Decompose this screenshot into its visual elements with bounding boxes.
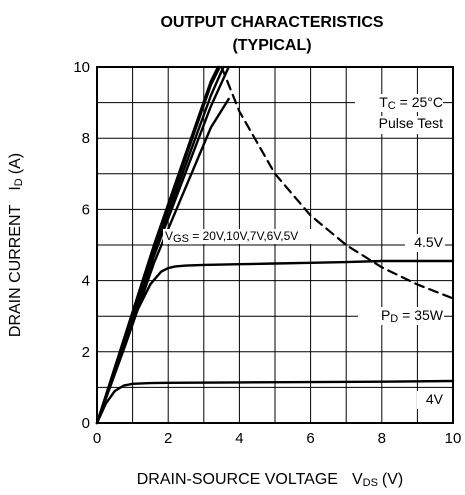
annotation-vgs-sub: GS <box>173 233 189 245</box>
x-tick-label: 4 <box>235 430 243 447</box>
chart-subtitle: (TYPICAL) <box>232 37 311 54</box>
x-axis-unit: (V) <box>382 471 403 488</box>
annotation-vgs: VGS = 20V,10V,7V,6V,5V <box>165 229 298 245</box>
y-tick-label: 8 <box>82 130 90 147</box>
x-tick-label: 10 <box>445 430 462 447</box>
ann-bg-pd <box>358 307 444 325</box>
y-tick-label: 10 <box>73 59 90 76</box>
x-axis-symbol: V <box>352 471 363 488</box>
series-line-4 <box>95 97 230 425</box>
ann-bg-tc <box>355 94 443 112</box>
annotation-vgs-rest: = 20V,10V,7V,6V,5V <box>189 229 298 243</box>
y-tick-label: 4 <box>82 273 90 290</box>
ann-bg-4v <box>417 391 445 409</box>
series-line-6 <box>95 379 455 425</box>
plot-frame <box>96 66 454 424</box>
x-tick-label: 0 <box>93 430 101 447</box>
series-line-7 <box>220 65 455 300</box>
y-axis-label: DRAIN CURRENT ID (A) <box>7 153 25 337</box>
annotation-tc-sub: C <box>388 100 396 112</box>
annotation-pd-rest: = 35W <box>398 307 444 323</box>
y-axis-unit: (A) <box>7 153 24 174</box>
chart-title: OUTPUT CHARACTERISTICS <box>160 14 383 31</box>
ann-bg-45 <box>405 234 445 252</box>
annotation-pd-main: P <box>381 307 390 323</box>
x-axis-label: DRAIN-SOURCE VOLTAGE VDS (V) <box>137 471 404 489</box>
y-axis-symbol: I <box>7 186 24 190</box>
annotation-tc-rest: = 25°C <box>396 94 443 110</box>
annotations: TC = 25°C Pulse Test VGS = 20V,10V,7V,6V… <box>165 94 444 407</box>
x-axis-label-name: DRAIN-SOURCE VOLTAGE <box>137 471 338 488</box>
y-tick-label: 6 <box>82 201 90 218</box>
y-axis-label-name: DRAIN CURRENT <box>7 204 24 337</box>
series-group <box>95 65 455 425</box>
y-tick-label: 0 <box>82 415 90 432</box>
grid <box>97 67 453 423</box>
annotation-tc-main: T <box>379 94 388 110</box>
annotation-pulse-test: Pulse Test <box>379 115 443 131</box>
x-tick-label: 6 <box>306 430 314 447</box>
series-line-5 <box>95 259 455 425</box>
annotation-4v: 4V <box>426 391 444 407</box>
ann-bg-vgs <box>163 229 313 244</box>
annotation-pd: PD = 35W <box>381 307 444 325</box>
annotation-4-5v: 4.5V <box>414 234 443 250</box>
ann-bg-pulse <box>355 116 443 134</box>
x-axis-symbol-sub: DS <box>363 477 378 489</box>
annotation-pd-sub: D <box>390 313 398 325</box>
annotation-tc: TC = 25°C <box>379 94 443 112</box>
x-tick-label: 8 <box>378 430 386 447</box>
y-tick-label: 2 <box>82 344 90 361</box>
annotation-vgs-main: V <box>165 229 173 243</box>
x-tick-label: 2 <box>164 430 172 447</box>
y-axis-symbol-sub: D <box>13 178 25 186</box>
tick-labels: 0 2 4 6 8 10 0 2 4 6 8 10 <box>73 59 461 447</box>
